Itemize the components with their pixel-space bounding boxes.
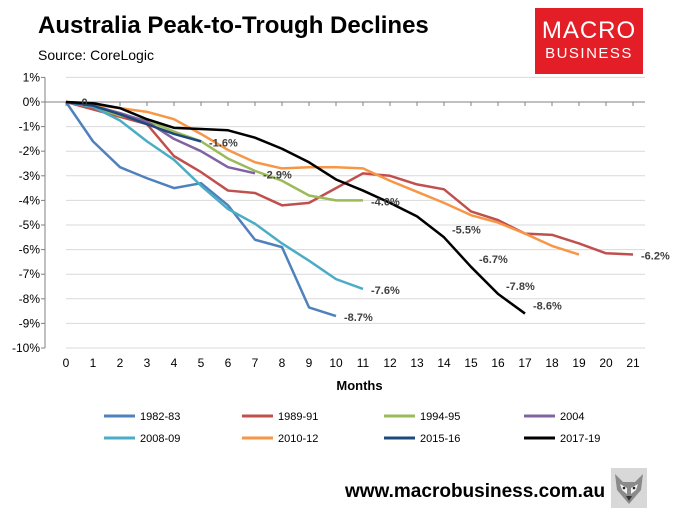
x-tick-label: 8 (279, 356, 286, 370)
y-tick-label: -4% (19, 193, 41, 207)
annotation-label: -6.7% (479, 254, 508, 266)
x-tick-label: 11 (357, 356, 370, 370)
x-tick-label: 4 (171, 356, 178, 370)
y-tick-label: -8% (19, 292, 41, 306)
y-tick-label: -6% (19, 243, 41, 257)
chart-title: Australia Peak-to-Trough Declines (38, 12, 429, 39)
series-line-1989-91 (65, 100, 634, 256)
x-tick-label: 20 (599, 356, 613, 370)
axes: 1%0%-1%-2%-3%-4%-5%-6%-7%-8%-9%-10%0 1 2 3 4… (12, 70, 645, 393)
footer-url[interactable]: www.macrobusiness.com.au (345, 481, 606, 502)
x-tick-label: 1 (90, 356, 97, 370)
y-tick-label: -3% (19, 169, 41, 183)
macrobusiness-logo[interactable]: MACRO BUSINESS (535, 8, 643, 74)
x-tick-label: 2 (117, 356, 124, 370)
series-line-2010-12 (65, 100, 580, 256)
series-line-2015-16 (65, 100, 202, 143)
legend-label: 2010-12 (278, 433, 318, 445)
x-tick-label: 16 (491, 356, 505, 370)
series-lines (64, 100, 634, 318)
end-label-2004: -2.9% (263, 169, 292, 181)
annotation-label: -7.8% (506, 281, 535, 293)
series-line-1982-83 (64, 101, 337, 318)
chart-source: Source: CoreLogic (38, 47, 154, 63)
data-labels: -8.7% -6.2% -4.0% -2.9% -7.6% -1.6% 0 -5.5% -6.7… (82, 97, 670, 324)
legend-label: 2017-19 (560, 433, 600, 445)
y-tick-label: 0% (23, 95, 41, 109)
x-tick-label: 12 (383, 356, 397, 370)
x-tick-label: 0 (63, 356, 70, 370)
end-label-2008-09: -7.6% (371, 285, 400, 297)
legend: 1982-83 1989-91 1994-95 2004 2008-09 2010-12 2… (104, 411, 600, 445)
x-tick-label: 7 (252, 356, 259, 370)
x-tick-label: 6 (225, 356, 232, 370)
legend-label: 2008-09 (140, 433, 180, 445)
logo-line-1: MACRO (541, 17, 637, 44)
y-tick-label: -7% (19, 267, 41, 281)
x-tick-label: 19 (572, 356, 586, 370)
x-tick-label: 10 (329, 356, 343, 370)
end-label-2015-16: -1.6% (209, 137, 238, 149)
annotation-label: 0 (82, 97, 88, 109)
y-tick-label: -10% (12, 341, 40, 355)
legend-label: 1982-83 (140, 411, 180, 423)
x-tick-label: 17 (518, 356, 532, 370)
legend-label: 2004 (560, 411, 584, 423)
x-tick-label: 5 (198, 356, 205, 370)
wolf-icon (611, 468, 647, 508)
logo-line-2: BUSINESS (545, 45, 633, 62)
legend-label: 2015-16 (420, 433, 460, 445)
y-tick-label: -5% (19, 218, 41, 232)
y-tick-label: 1% (23, 70, 41, 84)
x-tick-label: 18 (545, 356, 559, 370)
y-tick-label: -1% (19, 120, 41, 134)
annotation-label: -5.5% (452, 224, 481, 236)
x-axis-title: Months (336, 378, 382, 393)
end-label-1994-95: -4.0% (371, 196, 400, 208)
annotation-label: -8.6% (533, 301, 562, 313)
x-tick-label: 21 (626, 356, 640, 370)
x-tick-label: 9 (306, 356, 313, 370)
y-tick-label: -2% (19, 144, 41, 158)
x-tick-label: 3 (144, 356, 151, 370)
y-tick-label: -9% (19, 316, 41, 330)
x-tick-label: 13 (410, 356, 424, 370)
x-tick-label: 15 (464, 356, 478, 370)
series-line-2017-19 (65, 100, 526, 315)
series-line-2008-09 (65, 100, 364, 291)
x-tick-label: 14 (437, 356, 451, 370)
legend-label: 1994-95 (420, 411, 460, 423)
end-label-1982-83: -8.7% (344, 312, 373, 324)
legend-label: 1989-91 (278, 411, 318, 423)
end-label-1989-91: -6.2% (641, 251, 670, 263)
